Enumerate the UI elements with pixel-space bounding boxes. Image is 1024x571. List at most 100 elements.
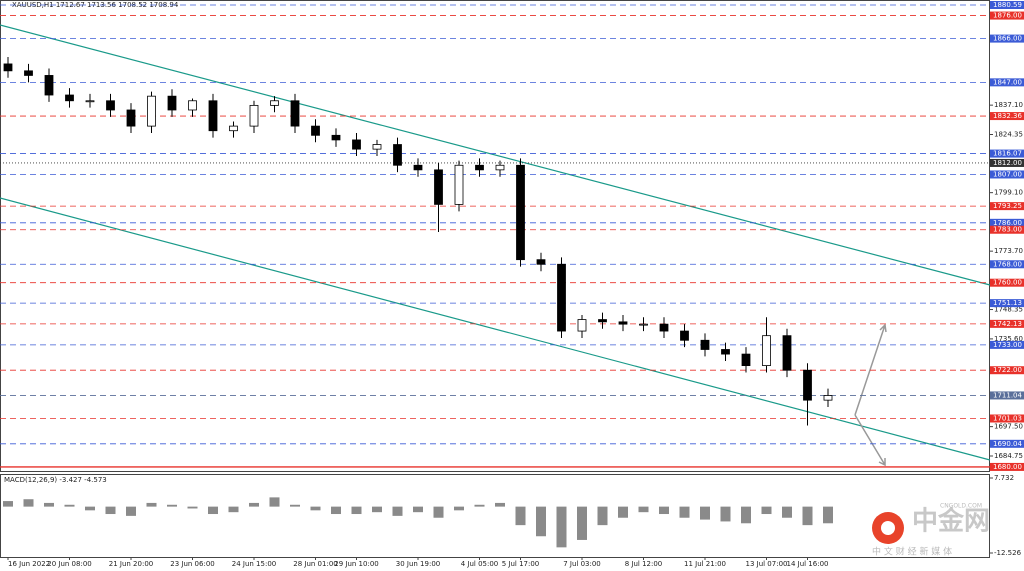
y-tick-label: 1684.75 bbox=[994, 452, 1023, 460]
macd-bar bbox=[167, 504, 177, 507]
candle-body bbox=[475, 164, 484, 171]
macd-bar bbox=[454, 506, 464, 511]
candle-body bbox=[167, 95, 177, 111]
macd-bar bbox=[679, 506, 690, 518]
level-tag bbox=[990, 158, 1024, 167]
candle-body bbox=[290, 100, 300, 127]
y-tick-label: 1735.60 bbox=[994, 335, 1023, 343]
candle-body bbox=[680, 330, 689, 341]
candle-body bbox=[639, 323, 648, 326]
macd-bar bbox=[187, 506, 198, 509]
macd-bar bbox=[741, 506, 751, 524]
level-label: 1832.36 bbox=[993, 112, 1022, 120]
macd-bar bbox=[372, 506, 382, 513]
macd-bar bbox=[208, 506, 218, 515]
macd-bar bbox=[44, 502, 54, 507]
candle-body bbox=[803, 369, 812, 401]
level-tag bbox=[990, 278, 1024, 287]
candle-body bbox=[249, 104, 259, 127]
candle-body bbox=[3, 63, 13, 72]
macd-bar bbox=[85, 506, 95, 511]
candle-body bbox=[823, 395, 833, 401]
candle-body bbox=[311, 125, 320, 136]
macd-bar bbox=[782, 506, 792, 518]
channel-upper bbox=[0, 24, 991, 286]
level-tag bbox=[990, 11, 1024, 20]
candle-body bbox=[495, 164, 505, 171]
x-tick-label: 24 Jun 15:00 bbox=[232, 560, 276, 568]
level-tag bbox=[990, 149, 1024, 158]
level-label: 1786.00 bbox=[993, 219, 1022, 227]
x-tick-label: 21 Jun 20:00 bbox=[109, 560, 153, 568]
candle-body bbox=[372, 144, 382, 150]
level-tag bbox=[990, 34, 1024, 43]
level-tag bbox=[990, 366, 1024, 375]
macd-bar bbox=[577, 506, 587, 540]
macd-bar bbox=[638, 506, 649, 513]
macd-frame bbox=[0, 474, 990, 558]
macd-bar bbox=[597, 506, 608, 526]
level-label: 1876.00 bbox=[993, 12, 1022, 20]
x-tick-label: 28 Jun 01:00 bbox=[293, 560, 337, 568]
candle-body bbox=[618, 321, 628, 325]
x-tick-label: 8 Jul 12:00 bbox=[625, 560, 663, 568]
level-tag bbox=[990, 391, 1024, 400]
macd-bar bbox=[659, 506, 669, 515]
macd-tick-label: -12.526 bbox=[994, 549, 1022, 557]
macd-bar bbox=[433, 506, 444, 518]
logo-inner bbox=[881, 521, 895, 535]
candle-body bbox=[208, 100, 218, 132]
candle-body bbox=[762, 335, 771, 367]
level-label: 1816.07 bbox=[993, 150, 1022, 158]
macd-bar bbox=[23, 499, 34, 507]
macd-bar bbox=[495, 502, 505, 507]
candle-body bbox=[331, 134, 341, 141]
level-tag bbox=[990, 439, 1024, 448]
main-frame bbox=[0, 0, 990, 472]
level-label: 1783.00 bbox=[993, 226, 1022, 234]
macd-label: MACD(12,26,9) -3.427 -4.573 bbox=[4, 476, 107, 484]
macd-tick-label: 7.732 bbox=[994, 474, 1014, 482]
macd-bar bbox=[700, 506, 710, 520]
x-tick-label: 20 Jun 08:00 bbox=[47, 560, 91, 568]
macd-bar bbox=[720, 506, 731, 522]
candle-body bbox=[85, 100, 95, 103]
x-tick-label: 29 Jun 10:00 bbox=[334, 560, 378, 568]
macd-bar bbox=[802, 506, 813, 526]
level-label: 1722.00 bbox=[993, 366, 1022, 374]
level-tag bbox=[990, 112, 1024, 121]
candle-body bbox=[44, 75, 54, 96]
level-tag bbox=[990, 202, 1024, 211]
x-tick-label: 23 Jun 06:00 bbox=[170, 560, 214, 568]
candle-body bbox=[700, 339, 710, 350]
macd-bar bbox=[331, 506, 341, 515]
level-label: 1690.04 bbox=[993, 440, 1022, 448]
macd-bar bbox=[556, 506, 567, 548]
level-label: 1812.00 bbox=[993, 159, 1022, 167]
candle-body bbox=[516, 164, 525, 261]
x-tick-label: 4 Jul 05:00 bbox=[461, 560, 499, 568]
macd-bar bbox=[536, 506, 546, 537]
candle-body bbox=[536, 259, 546, 265]
candle-body bbox=[65, 94, 74, 102]
candle-body bbox=[659, 323, 669, 332]
macd-bar bbox=[146, 502, 157, 507]
y-tick-label: 1824.35 bbox=[994, 131, 1023, 139]
level-tag bbox=[990, 414, 1024, 423]
level-tag bbox=[990, 0, 1024, 9]
brand: 中金网 bbox=[912, 506, 990, 537]
level-label: 1701.03 bbox=[993, 415, 1022, 423]
candle-body bbox=[782, 335, 792, 371]
site: CNGOLD.COM bbox=[940, 503, 982, 510]
level-tag bbox=[990, 170, 1024, 179]
macd-bar bbox=[290, 504, 300, 507]
x-tick-label: 11 Jul 21:00 bbox=[684, 560, 726, 568]
y-tick-label: 1799.10 bbox=[994, 189, 1023, 197]
x-tick-label: 14 Jul 16:00 bbox=[787, 560, 829, 568]
y-tick-label: 1773.70 bbox=[994, 247, 1023, 255]
candle-body bbox=[270, 100, 279, 106]
macd-bar bbox=[105, 506, 116, 515]
level-label: 1866.00 bbox=[993, 35, 1022, 43]
